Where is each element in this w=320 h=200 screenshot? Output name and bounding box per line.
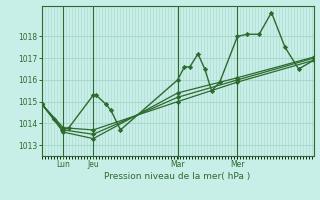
- X-axis label: Pression niveau de la mer( hPa ): Pression niveau de la mer( hPa ): [104, 172, 251, 181]
